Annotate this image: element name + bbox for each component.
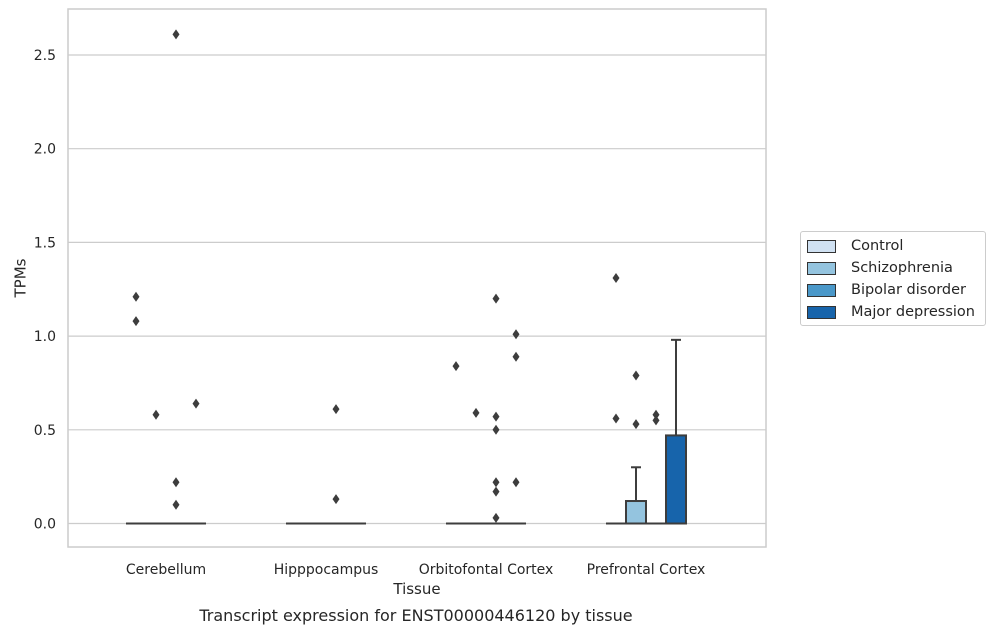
outlier-point — [512, 477, 520, 488]
legend-label: Major depression — [851, 304, 975, 320]
legend-label: Bipolar disorder — [851, 282, 966, 298]
outlier-point — [452, 361, 460, 372]
legend-item-control: Control — [807, 236, 903, 256]
outlier-point — [492, 512, 500, 523]
legend-label: Schizophrenia — [851, 260, 953, 276]
grid-lines — [68, 54, 766, 525]
x-tick-label: Prefrontal Cortex — [587, 562, 706, 578]
legend-swatch-control — [807, 239, 836, 253]
legend-swatch-bipolar-disorder — [807, 283, 836, 297]
plot-frame — [67, 8, 767, 548]
x-axis-label: Tissue — [392, 580, 440, 598]
outlier-point — [132, 316, 140, 327]
box-body — [665, 434, 687, 525]
outlier-point — [172, 499, 180, 510]
outlier-point — [192, 398, 200, 409]
outlier-point — [652, 409, 660, 420]
outlier-point — [492, 477, 500, 488]
outlier-point — [472, 407, 480, 418]
y-axis-ticks: 0.0 0.5 1.0 1.5 2.0 2.5 — [34, 48, 56, 533]
outlier-point — [632, 370, 640, 381]
y-tick-label: 1.0 — [34, 329, 56, 345]
legend: Control Schizophrenia Bipolar disorder M… — [800, 231, 986, 326]
legend-item-major-depression: Major depression — [807, 302, 975, 322]
outlier-point — [612, 413, 620, 424]
x-tick-label: Cerebellum — [126, 562, 206, 578]
box-body — [625, 500, 647, 525]
y-tick-label: 2.0 — [34, 142, 56, 158]
legend-swatch-schizophrenia — [807, 261, 836, 275]
legend-item-schizophrenia: Schizophrenia — [807, 258, 953, 278]
outlier-point — [172, 29, 180, 40]
outlier-point — [652, 415, 660, 426]
outlier-point — [512, 351, 520, 362]
outlier-point — [152, 409, 160, 420]
y-tick-label: 2.5 — [34, 48, 56, 64]
figure-caption: Transcript expression for ENST0000044612… — [199, 606, 633, 625]
outlier-point — [172, 477, 180, 488]
outlier-point — [492, 411, 500, 422]
outlier-point — [332, 494, 340, 505]
outlier-points — [132, 29, 660, 523]
outlier-point — [512, 329, 520, 340]
y-axis-label: TPMs — [11, 258, 29, 298]
outlier-point — [492, 424, 500, 435]
x-axis-ticks: Cerebellum Hipppocampus Orbitofontal Corte… — [126, 562, 705, 578]
outlier-point — [612, 273, 620, 284]
box-major-depression — [665, 338, 687, 525]
box-schizophrenia — [625, 466, 647, 525]
outlier-point — [492, 486, 500, 497]
y-tick-label: 0.5 — [34, 423, 56, 439]
outlier-point — [492, 293, 500, 304]
y-tick-label: 0.0 — [34, 517, 56, 533]
legend-item-bipolar-disorder: Bipolar disorder — [807, 280, 966, 300]
legend-swatch-major-depression — [807, 305, 836, 319]
outlier-point — [632, 419, 640, 430]
x-tick-label: Orbitofontal Cortex — [419, 562, 554, 578]
box-series — [126, 338, 687, 525]
outlier-point — [332, 404, 340, 415]
legend-label: Control — [851, 238, 904, 254]
y-tick-label: 1.5 — [34, 235, 56, 251]
x-tick-label: Hipppocampus — [274, 562, 379, 578]
outlier-point — [132, 291, 140, 302]
